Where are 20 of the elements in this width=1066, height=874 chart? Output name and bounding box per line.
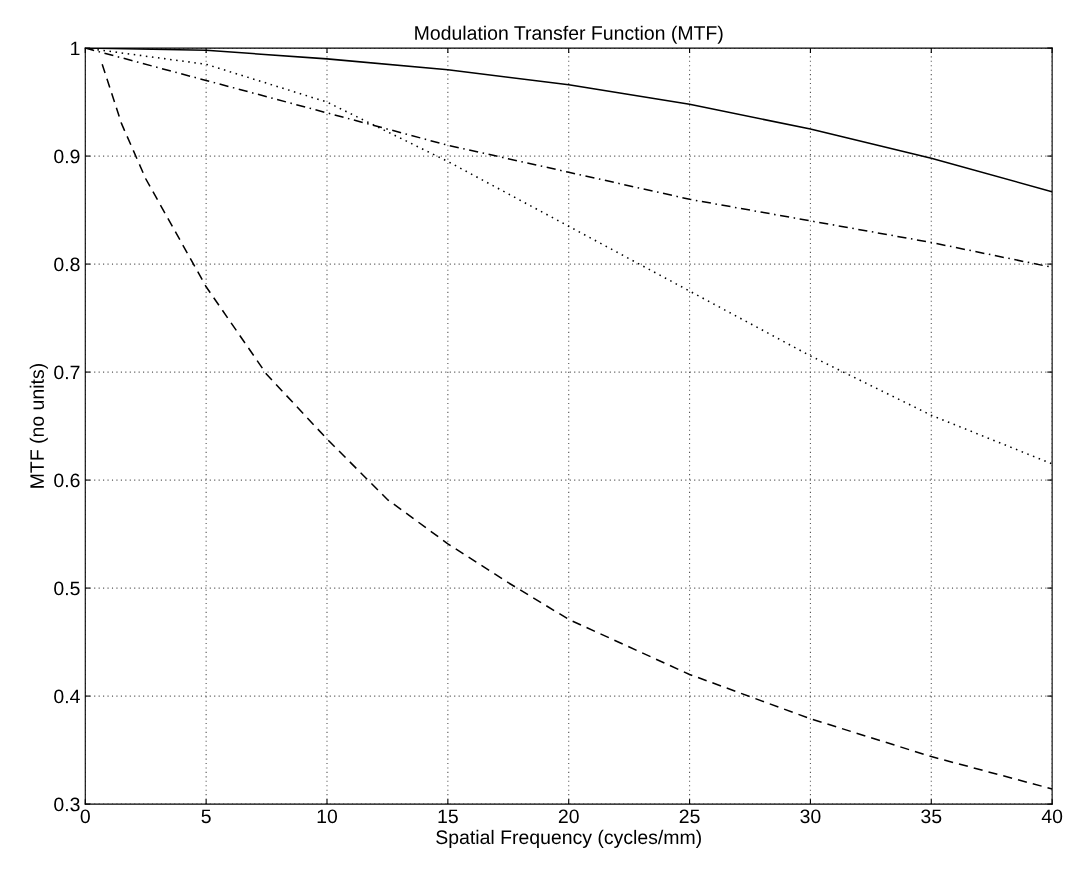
x-tick-label: 35 [921,809,942,824]
y-tick-label: 1 [71,41,80,56]
y-tick-label: 0.3 [54,797,80,812]
y-tick-label: 0.6 [54,473,80,488]
y-tick-label: 0.4 [54,689,80,704]
y-tick-label: 0.8 [54,257,80,272]
x-tick-label: 40 [1041,809,1063,824]
x-tick-label: 5 [201,809,211,824]
x-axis-title: Spatial Frequency (cycles/mm) [436,829,701,848]
y-axis-title: MTF (no units) [29,364,48,488]
x-tick-label: 20 [558,809,579,824]
x-tick-label: 15 [438,809,458,824]
x-tick-label: 25 [679,809,700,824]
x-tick-label: 30 [800,809,821,824]
y-tick-label: 0.9 [54,149,80,164]
x-tick-label: 10 [317,809,338,824]
y-tick-label: 0.5 [54,581,80,596]
chart-title: Modulation Transfer Function (MTF) [415,25,723,44]
y-tick-label: 0.7 [54,365,80,380]
x-tick-label: 0 [80,809,90,824]
